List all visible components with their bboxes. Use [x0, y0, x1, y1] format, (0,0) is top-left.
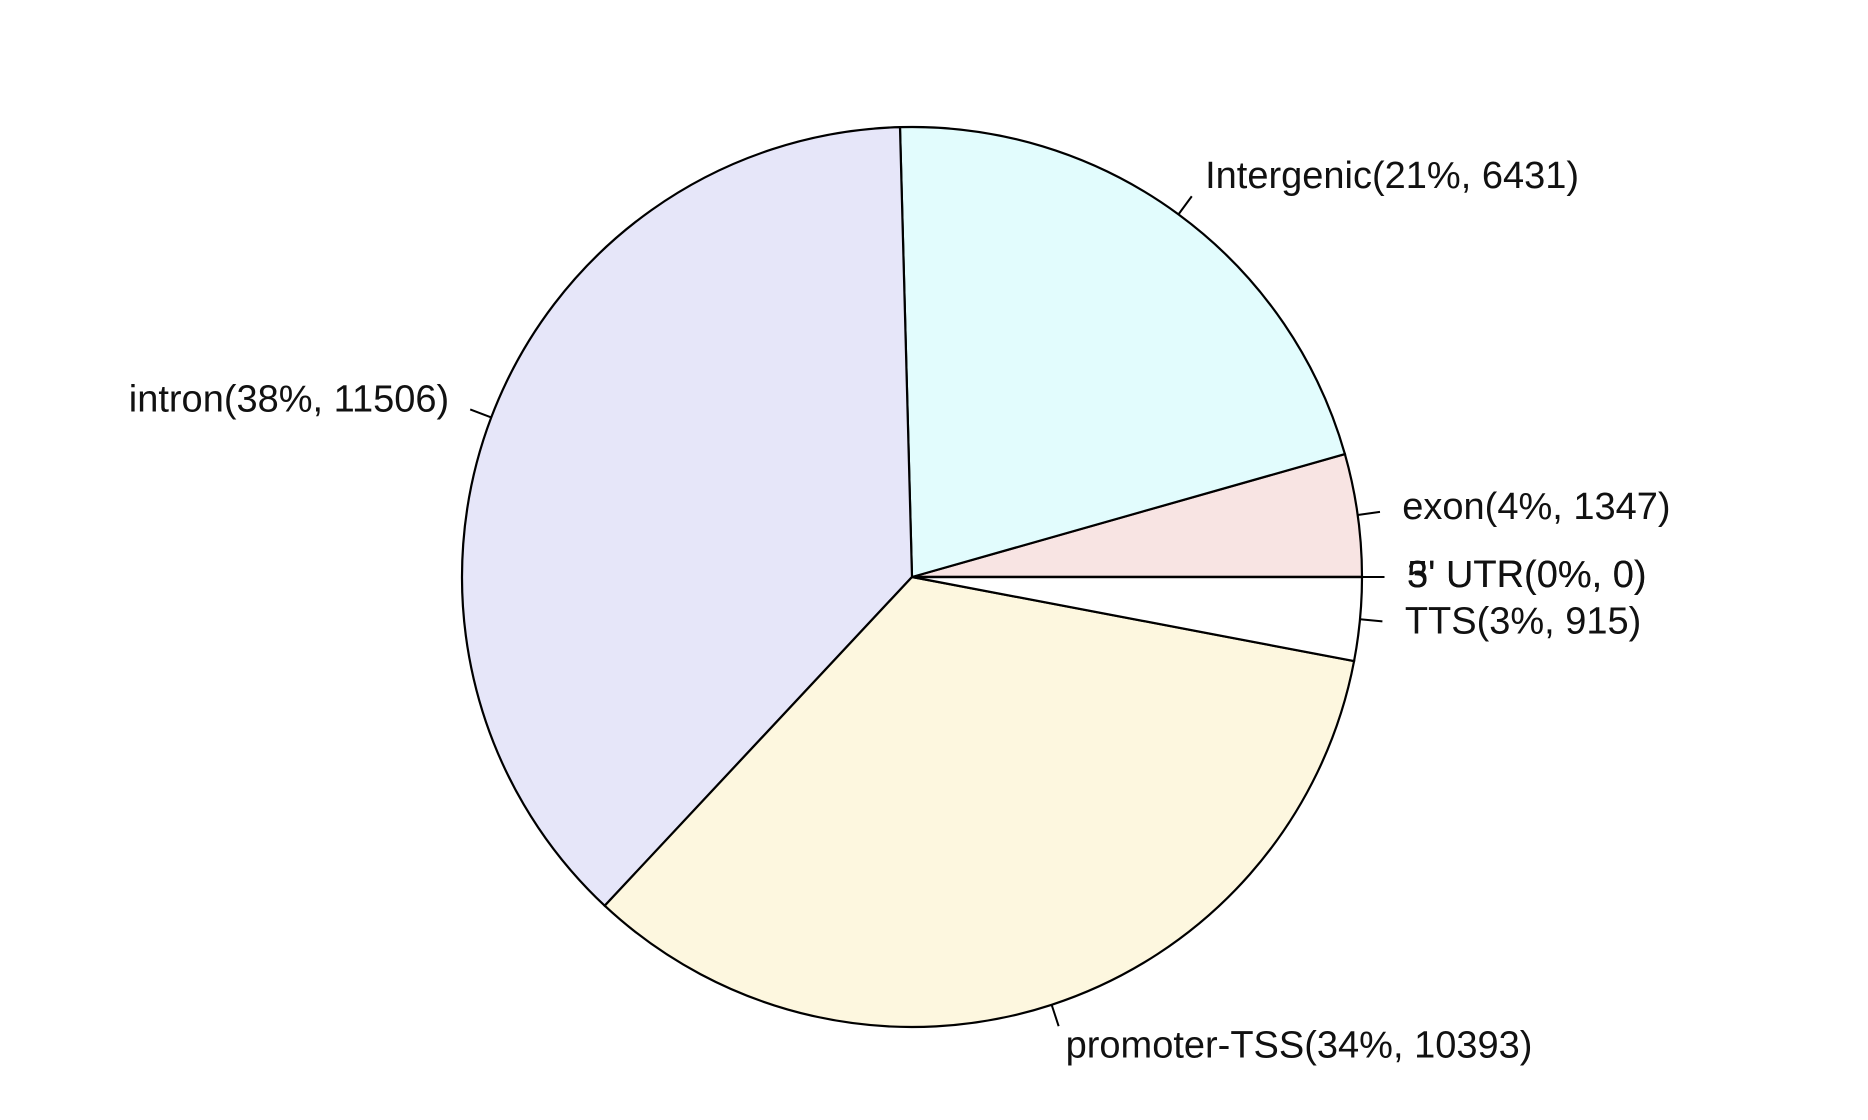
- leader-line-promoter-tss: [1050, 1004, 1060, 1027]
- slice-label-intron: intron(38%, 11506): [129, 378, 449, 420]
- pie-slices: [460, 125, 1364, 1029]
- label-leader-lines: [469, 195, 1385, 1027]
- slice-label-intergenic: Intergenic(21%, 6431): [1205, 155, 1579, 197]
- slice-label-3-utr: 3' UTR(0%, 0): [1407, 554, 1647, 596]
- leader-line-intron: [469, 408, 492, 419]
- slice-label-tts: TTS(3%, 915): [1405, 600, 1642, 642]
- leader-line-intergenic: [1177, 195, 1193, 215]
- pie-slice-intron: [460, 126, 914, 908]
- leader-line-exon: [1357, 510, 1381, 516]
- leader-line-tts: [1359, 618, 1383, 623]
- slice-label-promoter-tss: promoter-TSS(34%, 10393): [1066, 1025, 1533, 1067]
- pie-slice-promoter-tss: [603, 575, 1356, 1029]
- slice-label-5-utr: 5' UTR(0%, 0): [1407, 554, 1647, 596]
- slice-labels: 3' UTR(0%, 0) exon(4%, 1347) Intergenic(21…: [129, 155, 1671, 1066]
- slice-label-exon: exon(4%, 1347): [1402, 486, 1670, 528]
